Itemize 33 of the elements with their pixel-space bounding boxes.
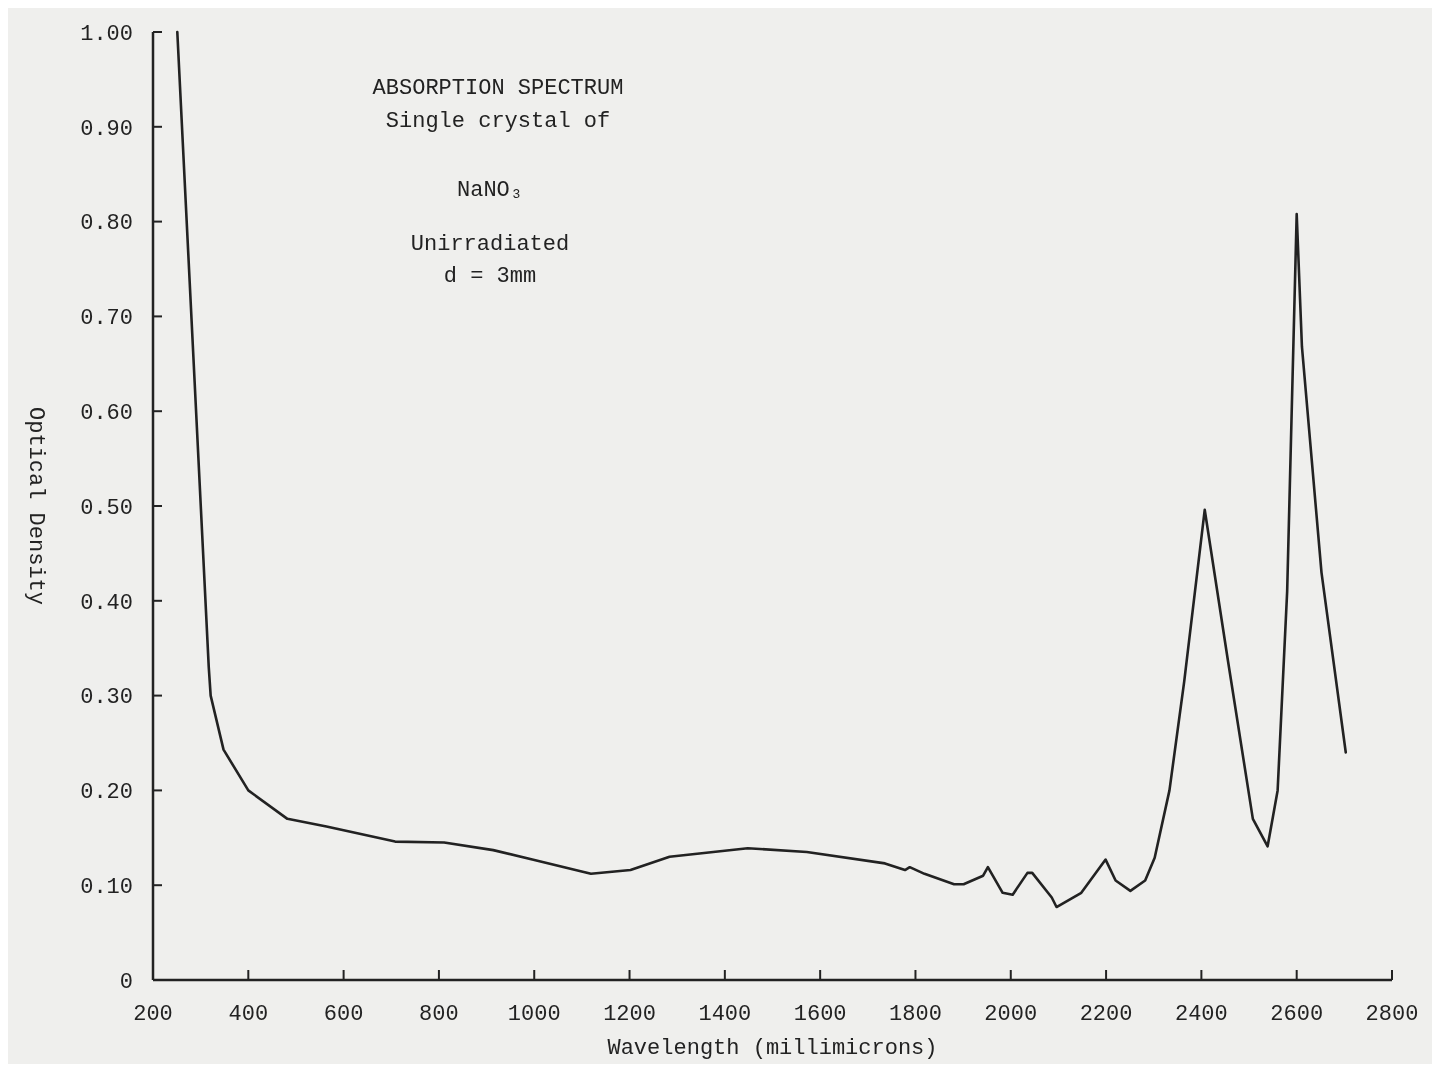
text: ABSORPTION SPECTRUM [372, 76, 624, 101]
y-axis-title: Optical Density [23, 406, 48, 606]
annotation: Unirradiated [410, 232, 570, 257]
x-tick-label: 600 [323, 1002, 364, 1027]
y-tick-label: 0.20 [80, 780, 133, 806]
x-tick-label: 2400 [1174, 1002, 1228, 1027]
text: Single crystal of [385, 109, 611, 134]
y-tick-label: 0 [119, 969, 133, 995]
y-tick-label: 0.30 [80, 685, 133, 711]
x-tick-label: 200 [133, 1002, 173, 1027]
x-tick-label: 800 [419, 1002, 459, 1027]
y-tick-label: 0.80 [80, 211, 133, 237]
x-tick-label: 1800 [889, 1002, 942, 1027]
y-tick-label: 0.70 [80, 306, 133, 332]
y-tick-label: 0.60 [80, 400, 133, 426]
line-series [176, 30, 1348, 909]
y-tick-label: 0.10 [80, 874, 133, 900]
x-tick-label: 2000 [984, 1002, 1038, 1027]
y-tick-label: 0.90 [80, 116, 133, 142]
x-axis-title: Wavelength (millimicrons) [607, 1036, 938, 1061]
y-tick-label: 1.00 [80, 21, 133, 47]
x-tick-label: 2200 [1079, 1002, 1133, 1027]
x-tick-label: 1400 [698, 1002, 752, 1027]
x-tick-label: 1200 [603, 1002, 656, 1027]
annotation: d = 3mm [443, 264, 537, 289]
x-tick-label: 1000 [507, 1002, 561, 1027]
x-tick-label: 2800 [1365, 1002, 1419, 1027]
annotation: NaNO₃ [456, 178, 524, 203]
y-tick-label: 0.50 [80, 495, 133, 521]
x-tick-label: 400 [228, 1002, 269, 1027]
x-tick-label: 2600 [1270, 1002, 1324, 1027]
y-tick-label: 0.40 [80, 590, 133, 616]
x-tick-label: 1600 [793, 1002, 847, 1027]
